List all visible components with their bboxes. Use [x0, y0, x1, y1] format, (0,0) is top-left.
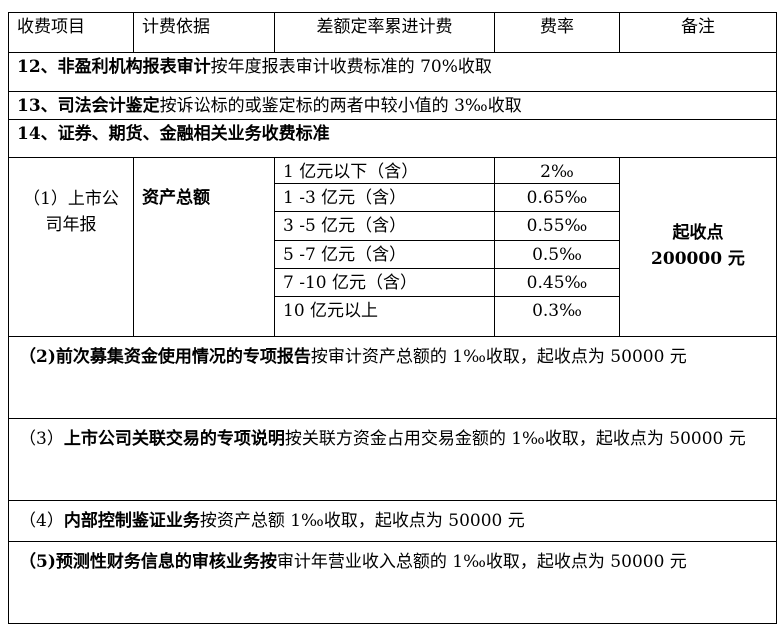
item-text: 按资产总额 1‰收取，起收点为 50000 元 [199, 511, 525, 531]
row-13-title: 13、司法会计鉴定 [17, 96, 160, 116]
header-progressive: 差额定率累进计费 [274, 12, 495, 53]
item-title: 预测性财务信息的审核业务按 [55, 552, 277, 572]
tier-range: 5 -7 亿元（含） [274, 240, 495, 269]
item-text: 按关联方资金占用交易金额的 1‰收取，起收点为 50000 元 [284, 429, 746, 449]
item-5: （5)预测性财务信息的审核业务按审计年营业收入总额的 1‰收取，起收点为 500… [8, 541, 777, 624]
row-14: 14、证券、期货、金融相关业务收费标准 [8, 119, 777, 158]
tier-rate: 0.55‰ [494, 211, 620, 241]
note-label: 起收点 [672, 223, 724, 243]
header-basis: 计费依据 [133, 12, 275, 53]
row-12-title: 12、非盈利机构报表审计 [17, 57, 211, 77]
item-4: （4）内部控制鉴证业务按资产总额 1‰收取，起收点为 50000 元 [8, 500, 777, 542]
item-2: （2)前次募集资金使用情况的专项报告按审计资产总额的 1‰收取，起收点为 500… [8, 336, 777, 419]
item-prefix: （5) [19, 552, 56, 572]
tier-range: 1 亿元以下（含） [274, 157, 495, 184]
tier-rate: 2‰ [494, 157, 620, 184]
header-rate: 费率 [494, 12, 620, 53]
item-title: 内部控制鉴证业务 [63, 511, 200, 531]
listed-annual-report: （1）上市公司年报 [8, 157, 134, 337]
row-13-text: 按诉讼标的或鉴定标的两者中较小值的 3‰收取 [159, 96, 522, 116]
tier-range: 3 -5 亿元（含） [274, 211, 495, 241]
item-prefix: （2) [19, 347, 56, 367]
item-prefix: （4） [19, 511, 64, 531]
item-text: 按审计资产总额的 1‰收取，起收点为 50000 元 [310, 347, 687, 367]
tier-range: 10 亿元以上 [274, 296, 495, 337]
item-text: 审计年营业收入总额的 1‰收取，起收点为 50000 元 [276, 552, 687, 572]
row-12-text: 按年度报表审计收费标准的 70%收取 [210, 57, 492, 77]
listed-basis: 资产总额 [133, 157, 275, 337]
tier-range: 1 -3 亿元（含） [274, 183, 495, 212]
header-item: 收费项目 [8, 12, 134, 53]
tier-rate: 0.65‰ [494, 183, 620, 212]
row-12: 12、非盈利机构报表审计按年度报表审计收费标准的 70%收取 [8, 52, 777, 92]
header-note: 备注 [619, 12, 777, 53]
item-prefix: （3） [19, 429, 64, 449]
tier-range: 7 -10 亿元（含） [274, 268, 495, 297]
item-title: 前次募集资金使用情况的专项报告 [55, 347, 311, 367]
note-value: 200000 元 [651, 249, 745, 269]
listed-note: 起收点 200000 元 [619, 157, 777, 337]
tier-rate: 0.45‰ [494, 268, 620, 297]
row-13: 13、司法会计鉴定按诉讼标的或鉴定标的两者中较小值的 3‰收取 [8, 91, 777, 120]
item-title: 上市公司关联交易的专项说明 [63, 429, 285, 449]
tier-rate: 0.3‰ [494, 296, 620, 337]
tier-rate: 0.5‰ [494, 240, 620, 269]
item-3: （3）上市公司关联交易的专项说明按关联方资金占用交易金额的 1‰收取，起收点为 … [8, 418, 777, 501]
